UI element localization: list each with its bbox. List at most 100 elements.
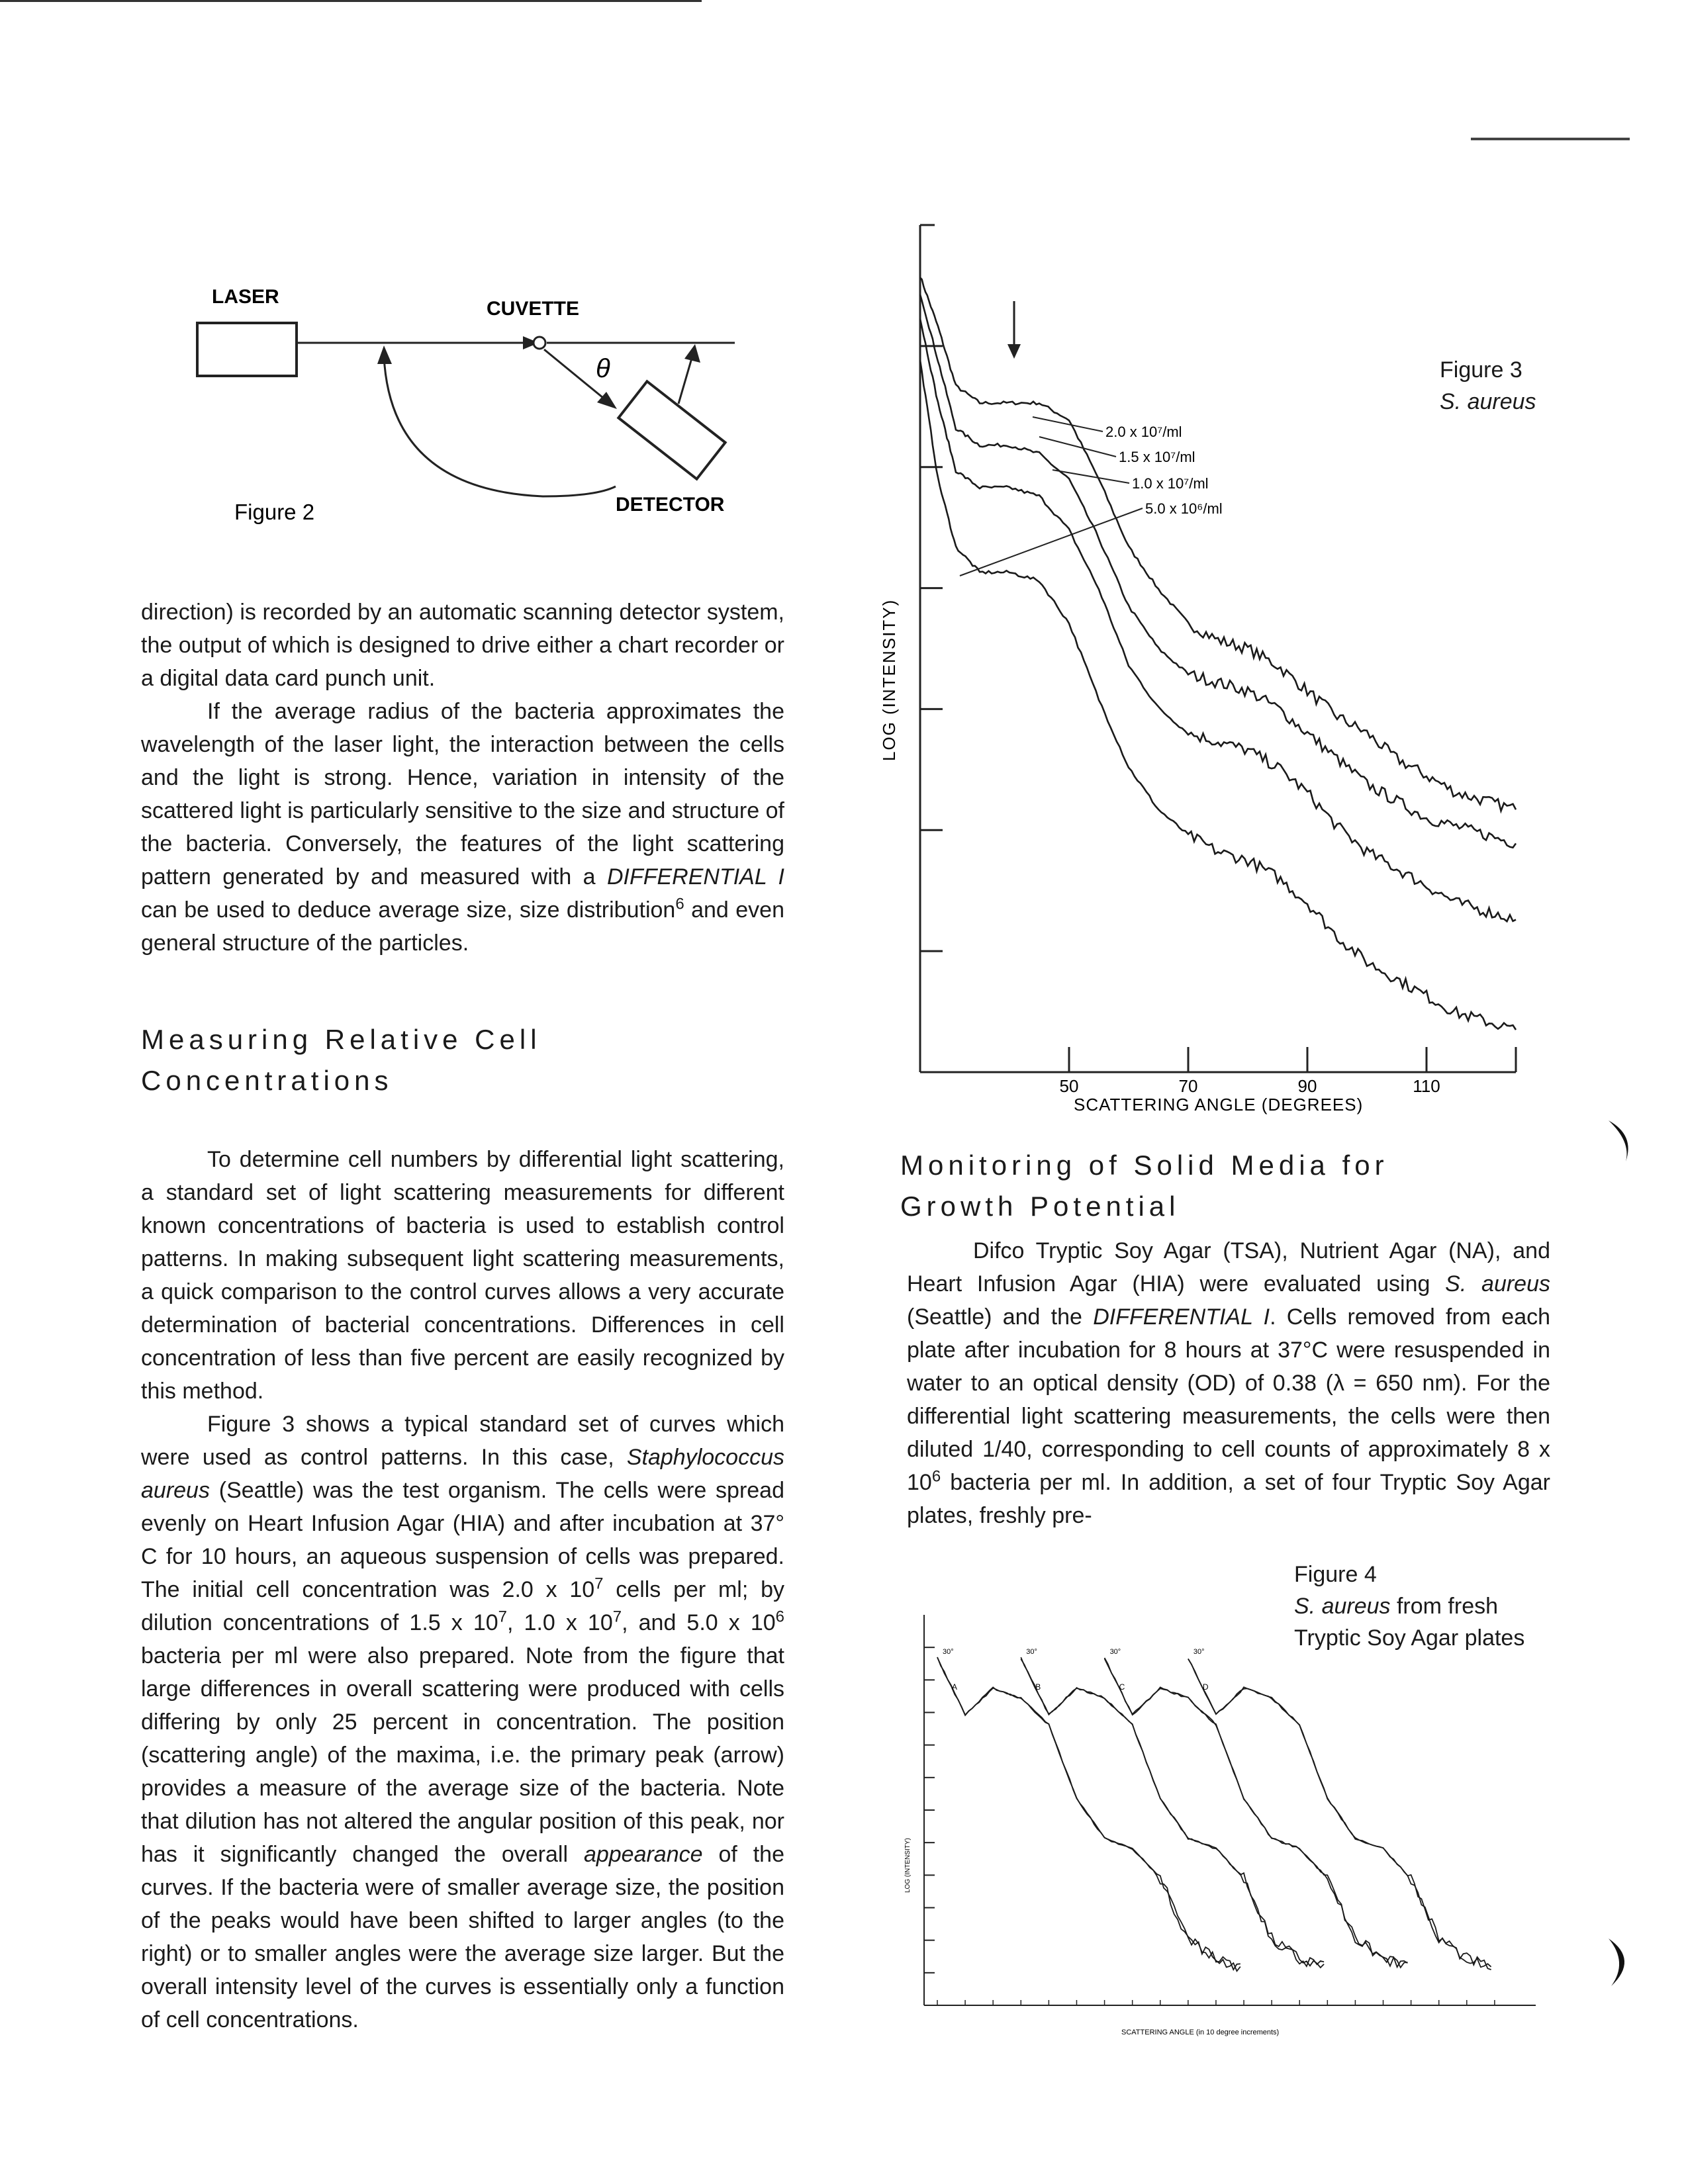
fig4-curve-d <box>1188 1659 1491 1970</box>
cuvette-circle <box>532 336 547 350</box>
fig4-curve-letter: C <box>1119 1682 1125 1692</box>
exponent: 7 <box>498 1608 508 1626</box>
fig3-x-tick-label: 70 <box>1179 1076 1198 1096</box>
figure-3-x-ticks: 50 70 90 110 <box>1060 1047 1440 1096</box>
cuvette-label: CUVETTE <box>487 298 579 320</box>
fig4-start-angle-label: 30° <box>1193 1648 1205 1656</box>
fig4-curve-b <box>1020 1657 1325 1969</box>
exponent: 7 <box>594 1574 604 1593</box>
fig3-label-leader <box>1052 469 1130 484</box>
fig4-curve-b <box>1020 1659 1325 1968</box>
laser-label: LASER <box>212 286 279 308</box>
figure-4-y-axis-label: LOG (INTENSITY) <box>904 1838 912 1893</box>
figure-4-caption-line2: S. aureus from fresh <box>1294 1590 1524 1622</box>
figure-3-axes <box>919 224 1517 1073</box>
fig4-curve-letter: B <box>1035 1682 1041 1692</box>
figure-2-caption: Figure 2 <box>234 500 314 524</box>
fig3-series-line <box>919 318 1517 923</box>
text-run: cells per ml; by dilution concentrations… <box>141 1577 784 1635</box>
text-run: and even general structure of the partic… <box>141 897 784 956</box>
text-run: (Seattle) was the test organism. The cel… <box>141 1478 784 1602</box>
paragraph-continuation: direction) is recorded by an automatic s… <box>141 600 784 691</box>
text-run: can be used to deduce average size, size… <box>141 897 676 923</box>
figure-4-x-axis-label: SCATTERING ANGLE (in 10 degree increment… <box>1121 2028 1279 2036</box>
text-run: If the average radius of the bacteria ap… <box>141 699 784 889</box>
fig3-series-label: 2.0 x 10⁷/ml <box>1105 424 1182 440</box>
section-heading-cell-concentrations: Measuring Relative Cell Concentrations <box>141 1024 541 1096</box>
paragraph-standard-set: To determine cell numbers by differentia… <box>141 1147 784 1404</box>
fig4-start-angle-label: 30° <box>1110 1648 1121 1656</box>
fig4-start-angle-label: 30° <box>943 1648 954 1656</box>
fig4-start-angle-label: 30° <box>1026 1648 1037 1656</box>
fig4-curve-letter: D <box>1203 1682 1209 1692</box>
detector-box <box>616 379 727 481</box>
scan-mark-top-right <box>1471 138 1630 140</box>
figure-4-chart: A 30° B 30° C 30° D 30° LOG (INTENSITY) SCATTER… <box>904 1615 1536 2036</box>
fig4-curve-c <box>1103 1657 1408 1969</box>
fig4-curve-d <box>1188 1658 1492 1968</box>
laser-box <box>196 322 298 377</box>
fig3-x-tick-label: 90 <box>1298 1076 1317 1096</box>
theta-symbol: θ <box>596 354 610 383</box>
text-run: of the curves. If the bacteria were of s… <box>141 1842 784 2032</box>
paragraph-radius: If the average radius of the bacteria ap… <box>141 695 784 960</box>
fig3-x-tick-label: 50 <box>1060 1076 1079 1096</box>
arc-arrowhead-left <box>377 345 392 364</box>
paragraph-media-evaluation: Difco Tryptic Soy Agar (TSA), Nutrient A… <box>907 1234 1550 1532</box>
fig4-curve-c <box>1103 1658 1408 1969</box>
left-column-upper: direction) is recorded by an automatic s… <box>141 596 784 960</box>
rotation-arc <box>383 355 616 498</box>
exponent: 7 <box>612 1608 622 1626</box>
citation-superscript: 6 <box>675 895 684 913</box>
arrowhead-right <box>684 344 700 363</box>
paragraph-figure-3: Figure 3 shows a typical standard set of… <box>141 1408 784 2036</box>
fig3-series-line <box>919 277 1517 814</box>
figure-3-caption-title: Figure 3 <box>1440 357 1522 383</box>
text-run: (Seattle) and the <box>907 1304 1094 1330</box>
text-run: from fresh <box>1390 1594 1499 1619</box>
scatter-line <box>543 348 611 405</box>
right-column-text: Difco Tryptic Soy Agar (TSA), Nutrient A… <box>907 1234 1550 1532</box>
binding-hole-mark-lower <box>1609 1938 1625 1986</box>
fig3-series-line <box>919 359 1517 1030</box>
emphasis-species: S. aureus <box>1445 1271 1551 1297</box>
fig3-series-label: 5.0 x 10⁶/ml <box>1145 500 1223 517</box>
binding-hole-mark-upper <box>1609 1120 1628 1161</box>
emphasis-species: Staphylococcus aureus <box>141 1445 784 1503</box>
figure-4-caption-species: S. aureus <box>1294 1594 1391 1619</box>
figure-4-curves: A 30° B 30° C 30° D 30° <box>937 1648 1492 1973</box>
figure-4-axes <box>923 1615 1536 2006</box>
figure-4-caption: Figure 4 S. aureus from fresh Tryptic So… <box>1294 1559 1524 1654</box>
text-run: Difco Tryptic Soy Agar (TSA), Nutrient A… <box>907 1238 1550 1297</box>
fig4-curve-letter: A <box>952 1682 957 1692</box>
detector-label: DETECTOR <box>616 494 725 516</box>
figure-3-curves <box>919 277 1517 1030</box>
text-run: , 1.0 x 10 <box>507 1610 613 1635</box>
exponent: 6 <box>775 1608 784 1626</box>
text-run: Figure 3 shows a typical standard set of… <box>141 1412 784 1470</box>
figure-3-chart: 50 70 90 110 LOG (INTENSITY) SCATTERING ANG… <box>879 224 1517 1115</box>
fig3-label-leader <box>959 508 1143 576</box>
text-run: bacteria per ml were also prepared. Note… <box>141 1643 784 1867</box>
scatter-arrowhead <box>597 392 617 409</box>
figure-2-diagram: LASER CUVETTE θ DETECTOR Figure 2 <box>196 286 735 524</box>
fig3-series-label: 1.0 x 10⁷/ml <box>1132 475 1209 492</box>
figure-3-y-axis-label: LOG (INTENSITY) <box>879 599 899 761</box>
fig4-curve-a <box>937 1657 1240 1972</box>
scan-top-edge <box>0 0 702 2</box>
text-run: , and 5.0 x 10 <box>622 1610 776 1635</box>
text-run: . Cells removed from each plate after in… <box>907 1304 1551 1495</box>
figure-3-x-axis-label: SCATTERING ANGLE (DEGREES) <box>1074 1095 1363 1115</box>
emphasis-differential: DIFFERENTIAL I <box>1093 1304 1270 1330</box>
fig3-label-leader <box>1032 416 1103 432</box>
primary-peak-arrowhead <box>1007 344 1021 359</box>
fig3-series-label: 1.5 x 10⁷/ml <box>1119 449 1195 465</box>
section-heading-solid-media: Monitoring of Solid Media for Growth Pot… <box>900 1150 1389 1222</box>
figure-3-series-labels: 2.0 x 10⁷/ml 1.5 x 10⁷/ml 1.0 x 10⁷/ml 5.0 … <box>959 416 1223 576</box>
figure-4-caption-title: Figure 4 <box>1294 1562 1377 1587</box>
beam-arrowhead <box>523 336 539 349</box>
emphasis-differential: DIFFERENTIAL I <box>606 864 784 889</box>
fig3-x-tick-label: 110 <box>1413 1076 1440 1096</box>
exponent: 6 <box>931 1467 941 1486</box>
emphasis-appearance: appearance <box>583 1842 703 1867</box>
